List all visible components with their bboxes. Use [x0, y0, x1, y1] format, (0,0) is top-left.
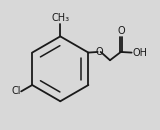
Text: O: O [95, 47, 103, 57]
Text: CH₃: CH₃ [51, 13, 69, 23]
Text: OH: OH [132, 48, 147, 58]
Text: O: O [117, 26, 125, 36]
Text: Cl: Cl [11, 86, 20, 96]
